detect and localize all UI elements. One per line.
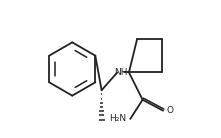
Text: NH: NH	[114, 68, 128, 77]
Text: O: O	[166, 106, 173, 115]
Text: H₂N: H₂N	[109, 114, 126, 123]
